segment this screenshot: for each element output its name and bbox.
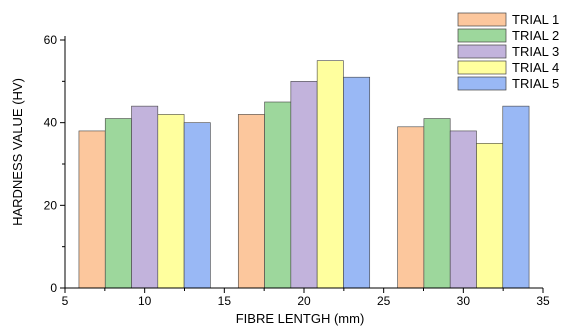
x-tick-label: 30 xyxy=(457,294,471,308)
bar-trial-5-x10 xyxy=(183,122,211,289)
x-tick-label: 20 xyxy=(297,294,311,308)
bar-trial-4-x30 xyxy=(476,143,504,289)
y-tick-label: 20 xyxy=(44,198,58,212)
bar-trial-3-x30 xyxy=(449,130,477,289)
legend-label: TRIAL 5 xyxy=(512,76,559,91)
x-tick-label: 15 xyxy=(218,294,232,308)
legend-swatch xyxy=(457,76,507,91)
bar-trial-2-x20 xyxy=(264,101,292,289)
bar-trial-3-x10 xyxy=(131,105,159,289)
bar-trial-3-x20 xyxy=(290,81,318,289)
bar-trial-1-x30 xyxy=(397,126,425,289)
x-axis-title: FIBRE LENTGH (mm) xyxy=(236,311,365,326)
legend-swatch xyxy=(457,44,507,59)
x-tick-label: 25 xyxy=(377,294,391,308)
bars-layer xyxy=(78,60,530,289)
bar-trial-1-x10 xyxy=(78,130,106,289)
bar-trial-5-x20 xyxy=(343,76,371,289)
y-tick-label: 40 xyxy=(44,116,58,130)
bar-trial-1-x20 xyxy=(237,114,265,289)
bar-trial-4-x20 xyxy=(316,60,344,289)
x-tick-label: 10 xyxy=(138,294,152,308)
legend-label: TRIAL 4 xyxy=(512,60,559,75)
legend-swatch xyxy=(457,12,507,27)
bar-trial-2-x10 xyxy=(104,118,132,289)
legend-label: TRIAL 1 xyxy=(512,12,559,27)
x-tick-label: 35 xyxy=(536,294,550,308)
bar-trial-5-x30 xyxy=(502,105,530,289)
y-tick-label: 0 xyxy=(50,281,57,295)
y-tick-label: 60 xyxy=(44,33,58,47)
axes-layer: 5 10 15 20 25 30 35 0 20 40 60 xyxy=(44,33,550,308)
legend-label: TRIAL 3 xyxy=(512,44,559,59)
bar-trial-4-x10 xyxy=(157,114,185,289)
legend-swatch xyxy=(457,60,507,75)
x-tick-label: 5 xyxy=(62,294,69,308)
legend-swatch xyxy=(457,28,507,43)
legend-label: TRIAL 2 xyxy=(512,28,559,43)
bar-trial-2-x30 xyxy=(423,118,451,289)
y-axis-title: HARDNESS VALUE (HV) xyxy=(10,78,25,226)
